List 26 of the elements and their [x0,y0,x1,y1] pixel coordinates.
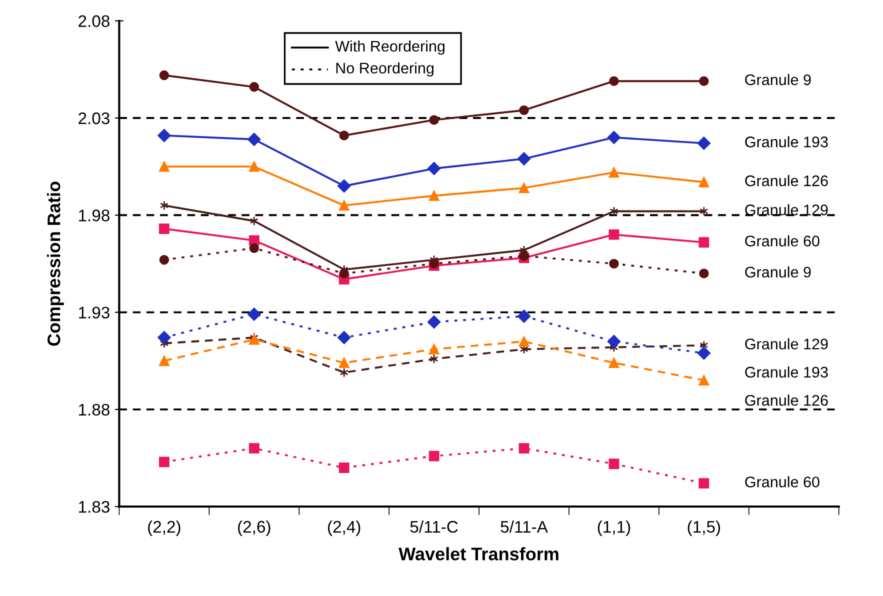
y-tick-label: 2.03 [78,112,110,124]
y-tick-label: 1.98 [79,210,110,222]
y-tick-label: 2.08 [78,15,110,28]
x-tick-label: (1,5) [688,520,720,536]
y-tick-label: 1.83 [79,501,110,513]
text: Granule 126 [745,175,828,186]
x-tick-label: (1,1) [598,520,630,536]
x-tick-label: (2,2) [148,520,180,536]
text: Granule 129 [745,338,828,350]
y-tick-label: 1.88 [79,404,110,416]
x-tick-label: 5/11-C [410,520,458,533]
text: Granule 60 [745,476,820,488]
annotation: With Reordering [335,40,444,55]
text: Granule 9 [745,74,811,86]
text: Granule 126 [745,394,828,406]
x-tick-label: (2,6) [238,520,270,536]
y-tick-label: 1.93 [79,306,110,319]
x-tick-label: 5/11-A [500,520,548,533]
y-axis-title: Compression Ratio [47,182,64,346]
text: Granule 193 [745,136,828,148]
text: Granule 60 [745,235,820,246]
annotation: No Reordering [336,62,434,77]
text: Granule 193 [745,366,828,378]
x-tick-label: (2,4) [328,520,360,536]
text: Granule 9 [745,266,811,278]
x-axis-title: Wavelet Transform [398,547,558,560]
